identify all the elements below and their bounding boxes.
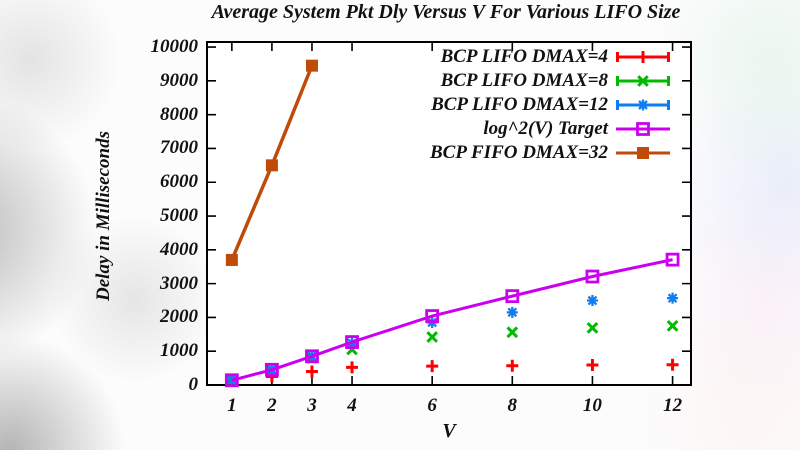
legend-label: BCP LIFO DMAX=12 [431,94,608,115]
chart-title: Average System Pkt Dly Versus V For Vari… [211,1,681,23]
x-tick-label: 12 [663,395,683,416]
legend-item: BCP LIFO DMAX=8 [310,69,672,93]
legend-label: BCP FIFO DMAX=32 [430,142,608,163]
x-tick-label: 1 [227,395,237,416]
x-tick-label: 3 [307,395,317,416]
x-tick-label: 8 [507,395,518,416]
series-log-2-v-target [224,252,680,388]
legend-marker-sample [616,122,670,136]
y-tick-label: 3000 [160,272,198,294]
y-tick-label: 6000 [160,171,198,193]
y-tick-label: 2000 [160,306,198,328]
x-tick-label: 4 [347,395,357,416]
x-tick-label: 6 [427,395,437,416]
x-tick-label: 10 [582,395,602,416]
legend-item: BCP LIFO DMAX=12 [310,93,672,117]
y-tick-label: 10000 [150,36,199,58]
y-tick-label: 1000 [160,340,198,362]
y-tick-label: 7000 [160,137,198,159]
legend-marker-sample [616,51,670,63]
legend-label: BCP LIFO DMAX=8 [440,70,608,91]
series-bcp-fifo-dmax-32 [225,59,318,266]
x-tick-label: 2 [267,395,277,416]
legend-item: BCP LIFO DMAX=4 [310,45,672,69]
y-tick-label: 5000 [160,205,198,227]
x-axis-label: V [442,420,456,442]
y-tick-label: 0 [188,374,199,395]
legend-label: log^2(V) Target [483,118,608,139]
legend-marker-sample [616,147,670,159]
legend-item: log^2(V) Target [310,117,672,141]
legend-label: BCP LIFO DMAX=4 [440,46,608,67]
y-tick-label: 8000 [160,103,198,125]
legend-item: BCP FIFO DMAX=32 [310,141,672,165]
legend: BCP LIFO DMAX=4 BCP LIFO DMAX=8 BCP LIFO D… [310,45,672,165]
legend-marker-sample [616,99,670,111]
y-tick-label: 4000 [160,238,198,260]
legend-marker-sample [616,75,670,87]
y-tick-label: 9000 [160,69,198,91]
